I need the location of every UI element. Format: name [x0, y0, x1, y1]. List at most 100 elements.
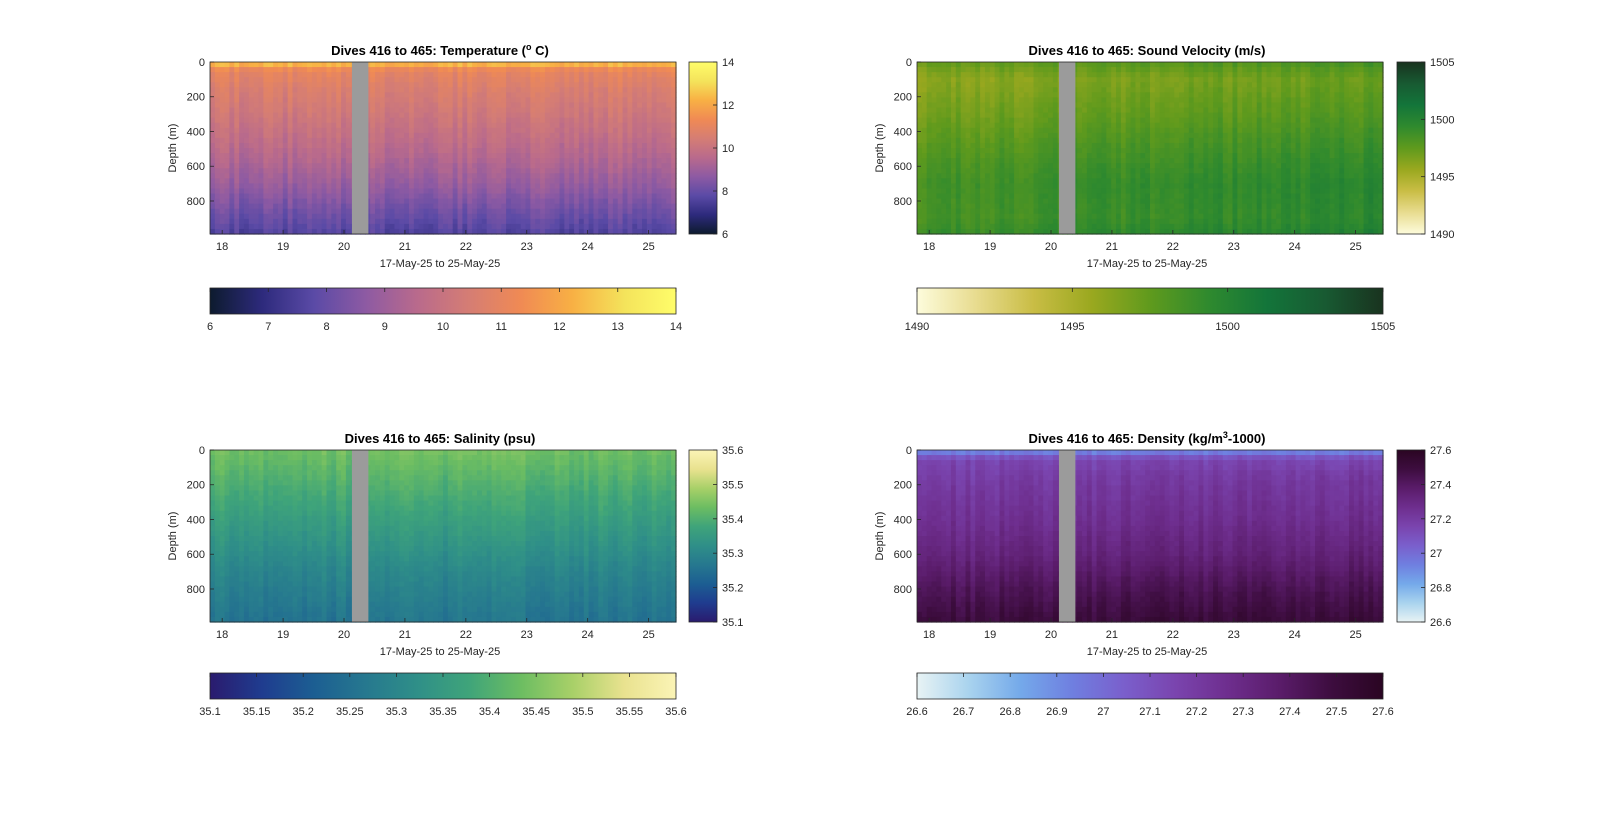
heatmap-cell [554, 142, 561, 149]
heatmap-cell [1135, 178, 1141, 185]
heatmap-cell [1014, 82, 1020, 88]
heatmap-cell [1101, 112, 1107, 119]
heatmap-cell [525, 203, 531, 210]
heatmap-cell [1091, 198, 1098, 205]
heatmap-cell [321, 178, 328, 185]
heatmap-cell [1135, 92, 1141, 99]
heatmap-cell [404, 107, 410, 114]
heatmap-cell [608, 163, 614, 169]
heatmap-cell [248, 213, 255, 220]
heatmap-cell [1086, 153, 1093, 159]
heatmap-cell [1130, 173, 1137, 179]
heatmap-cell [583, 203, 590, 210]
heatmap-cell [263, 127, 269, 134]
heatmap-cell [569, 77, 575, 83]
heatmap-cell [399, 97, 405, 104]
heatmap-cell [921, 173, 928, 179]
heatmap-cell [375, 223, 381, 230]
heatmap-cell [472, 163, 478, 169]
heatmap-cell [666, 97, 672, 104]
heatmap-cell [418, 77, 425, 83]
heatmap-cell [1111, 92, 1117, 99]
heatmap-cell [438, 62, 444, 68]
heatmap-cell [955, 92, 962, 99]
heatmap-cell [926, 67, 933, 73]
heatmap-cell [501, 117, 507, 124]
heatmap-cell [598, 112, 604, 119]
heatmap-cell [525, 92, 531, 99]
heatmap-cell [583, 102, 590, 109]
heatmap-cell [632, 67, 638, 73]
heatmap-cell [258, 148, 264, 154]
heatmap-cell [486, 127, 493, 134]
heatmap-cell [297, 67, 303, 73]
heatmap-cell [1096, 117, 1103, 124]
heatmap-cell [413, 77, 420, 83]
heatmap-cell [404, 208, 410, 215]
heatmap-cell [598, 117, 604, 124]
heatmap-cell [418, 163, 425, 169]
heatmap-cell [936, 218, 942, 225]
heatmap-cell [345, 178, 352, 185]
x-tick-label: 24 [582, 241, 594, 253]
heatmap-cell [544, 107, 551, 114]
heatmap-cell [622, 223, 629, 230]
heatmap-cell [965, 203, 971, 210]
heatmap-cell [970, 163, 976, 169]
heatmap-cell [336, 203, 342, 210]
heatmap-cell [632, 127, 638, 134]
heatmap-cell [1101, 173, 1107, 179]
heatmap-cell [1018, 77, 1025, 83]
heatmap-cell [917, 72, 923, 78]
heatmap-cell [921, 62, 928, 68]
heatmap-cell [622, 198, 629, 205]
heatmap-cell [253, 168, 260, 174]
heatmap-cell [428, 117, 434, 124]
heatmap-cell [462, 77, 468, 83]
heatmap-cell [554, 72, 561, 78]
heatmap-cell [491, 188, 497, 195]
heatmap-cell [307, 137, 313, 144]
heatmap-cell [622, 142, 629, 149]
heatmap-cell [632, 178, 638, 185]
heatmap-cell [331, 213, 337, 220]
heatmap-cell [1048, 188, 1054, 195]
heatmap-cell [297, 142, 303, 149]
heatmap-cell [921, 92, 928, 99]
heatmap-cell [253, 213, 260, 220]
heatmap-cell [214, 208, 221, 215]
heatmap-cell [1077, 127, 1083, 134]
heatmap-cell [627, 173, 633, 179]
heatmap-cell [287, 183, 294, 190]
heatmap-cell [491, 82, 497, 88]
heatmap-cell [1082, 62, 1088, 68]
heatmap-cell [564, 87, 570, 93]
heatmap-cell [530, 132, 536, 139]
heatmap-cell [598, 178, 604, 185]
heatmap-cell [345, 77, 352, 83]
heatmap-cell [428, 153, 434, 159]
heatmap-cell [989, 198, 996, 205]
heatmap-cell [637, 97, 643, 104]
heatmap-cell [598, 92, 604, 99]
heatmap-cell [1130, 92, 1137, 99]
heatmap-cell [588, 117, 595, 124]
heatmap-cell [569, 132, 575, 139]
heatmap-cell [1120, 203, 1127, 210]
colorbar-tick-label: 12 [553, 321, 565, 333]
heatmap-cell [1120, 208, 1127, 215]
heatmap-cell [443, 122, 449, 129]
heatmap-cell [316, 82, 323, 88]
heatmap-cell [965, 148, 971, 154]
heatmap-cell [1033, 67, 1039, 73]
heatmap-cell [297, 158, 303, 164]
heatmap-cell [268, 117, 274, 124]
heatmap-cell [999, 122, 1005, 129]
heatmap-cell [603, 188, 609, 195]
heatmap-cell [540, 112, 546, 119]
heatmap-cell [472, 173, 478, 179]
heatmap-cell [481, 87, 488, 93]
heatmap-cell [646, 87, 653, 93]
heatmap-cell [1101, 87, 1107, 93]
heatmap-cell [1086, 132, 1093, 139]
